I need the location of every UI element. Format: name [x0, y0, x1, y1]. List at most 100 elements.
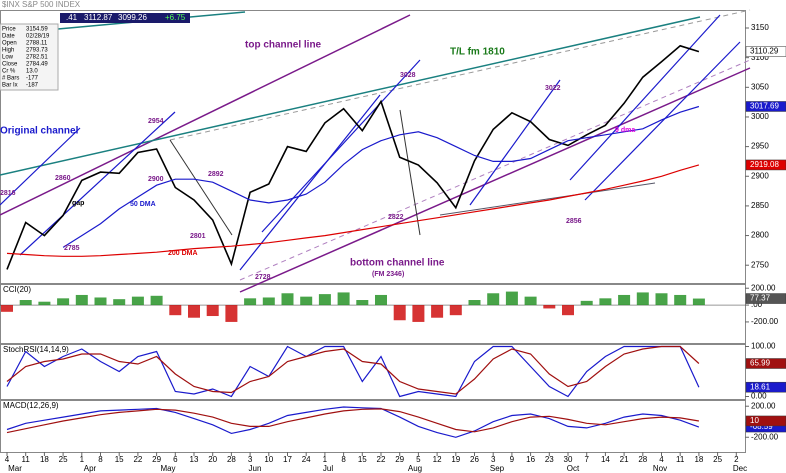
bar	[1, 305, 13, 312]
bar	[131, 296, 144, 306]
y-tick-label: 2750	[751, 260, 769, 269]
panel-title: StochRSI(14,14,9)	[3, 345, 69, 354]
x-tick-label: 17	[283, 455, 292, 464]
x-tick-label: 11	[22, 455, 31, 464]
bar	[393, 305, 406, 321]
bar	[636, 292, 649, 306]
x-tick-label: 18	[694, 455, 703, 464]
annotation: 2801	[190, 233, 206, 240]
month-label: Nov	[653, 464, 667, 473]
x-tick-label: 23	[545, 455, 554, 464]
data-window-value: 2782.51	[26, 55, 48, 61]
trend-line	[0, 127, 81, 206]
bar	[449, 305, 462, 316]
bar	[75, 294, 88, 306]
y-tick-label: 3050	[751, 82, 769, 91]
x-tick-label: 13	[190, 455, 199, 464]
data-window-key: Cr %	[2, 69, 16, 75]
annotation: 2816	[0, 190, 16, 197]
annotation: 2856	[566, 218, 582, 225]
bar	[94, 297, 107, 306]
month-label: Mar	[8, 464, 22, 473]
data-window-key: Open	[2, 41, 17, 47]
trend-line	[169, 139, 233, 236]
annotation: 2822	[388, 214, 404, 221]
annotation: 2900	[148, 176, 164, 183]
trend-line	[0, 16, 701, 176]
bar	[244, 298, 257, 306]
y-tick-label: -200.00	[751, 432, 779, 441]
symbol: $INX S&P 500 INDEX	[2, 0, 81, 9]
x-tick-label: 3	[491, 455, 496, 464]
month-label: Dec	[733, 464, 747, 473]
series-line	[62, 105, 700, 248]
y-tick-label: 200.00	[751, 401, 776, 410]
trend-line	[584, 41, 741, 201]
trend-line	[169, 9, 751, 141]
annotation: 3028	[400, 72, 416, 79]
value-label: 65.99	[750, 359, 771, 368]
y-tick-label: 2900	[751, 171, 769, 180]
x-tick-label: 10	[264, 455, 273, 464]
bar	[262, 297, 275, 306]
annotation: top channel line	[245, 40, 322, 51]
data-window-key: Date	[2, 34, 15, 40]
y-tick-label: .00	[751, 300, 763, 309]
annotation: 3022	[545, 85, 561, 92]
value-box	[745, 358, 786, 369]
annotation: T/L fm 1810	[450, 47, 505, 58]
x-tick-label: 24	[302, 455, 311, 464]
value-label: 3110.29	[750, 47, 779, 56]
x-tick-label: 1	[323, 455, 328, 464]
data-window-key: High	[2, 48, 14, 54]
cci-panel	[0, 284, 746, 344]
x-tick-label: 19	[451, 455, 460, 464]
bar	[543, 305, 556, 309]
x-tick-label: 28	[227, 455, 236, 464]
annotation: (FM 2346)	[372, 271, 404, 278]
bar	[356, 300, 369, 306]
month-label: May	[160, 464, 175, 473]
x-tick-label: 9	[510, 455, 515, 464]
x-tick-label: 29	[152, 455, 161, 464]
data-window-key: Bar Ix	[2, 83, 18, 89]
x-tick-label: 16	[526, 455, 535, 464]
series-line	[6, 345, 700, 398]
month-label: Apr	[84, 464, 97, 473]
y-tick-label: 200.00	[751, 283, 776, 292]
annotation: bottom channel line	[350, 258, 445, 269]
panel-title: CCI(20)	[3, 285, 31, 294]
data-window-rows: Price 3154.59 Date 02/28/19 Open 2788.11 High 2…	[2, 27, 50, 89]
stochrsi-panel	[0, 344, 746, 400]
bar	[674, 294, 687, 306]
bar	[580, 300, 593, 306]
macd-panel	[0, 400, 746, 453]
y-tick-label: 3150	[751, 23, 769, 32]
bar	[225, 305, 238, 322]
annotation: 50 DMA	[130, 201, 156, 208]
data-window-key: # Bars	[2, 76, 19, 82]
annotation: 2728	[255, 274, 271, 281]
x-tick-label: 28	[638, 455, 647, 464]
trend-line	[439, 182, 656, 216]
panel-title: MACD(12,26,9)	[3, 401, 59, 410]
data-window-value: 13.0	[26, 69, 38, 75]
series-line	[6, 408, 699, 434]
value-label: 10	[750, 416, 759, 425]
bar	[618, 294, 631, 306]
trend-line	[19, 111, 176, 256]
series-line	[6, 345, 700, 395]
month-label: Aug	[408, 464, 422, 473]
value-box	[745, 381, 786, 393]
bar	[692, 298, 705, 306]
annotation: 9 dma	[615, 127, 635, 134]
bar	[300, 296, 313, 306]
x-tick-label: 2	[734, 455, 739, 464]
x-tick-label: 29	[395, 455, 404, 464]
y-tick-label: -200.00	[751, 317, 779, 326]
quote: 3112.87	[84, 13, 113, 22]
x-tick-label: 4	[659, 455, 664, 464]
bar	[468, 300, 481, 306]
